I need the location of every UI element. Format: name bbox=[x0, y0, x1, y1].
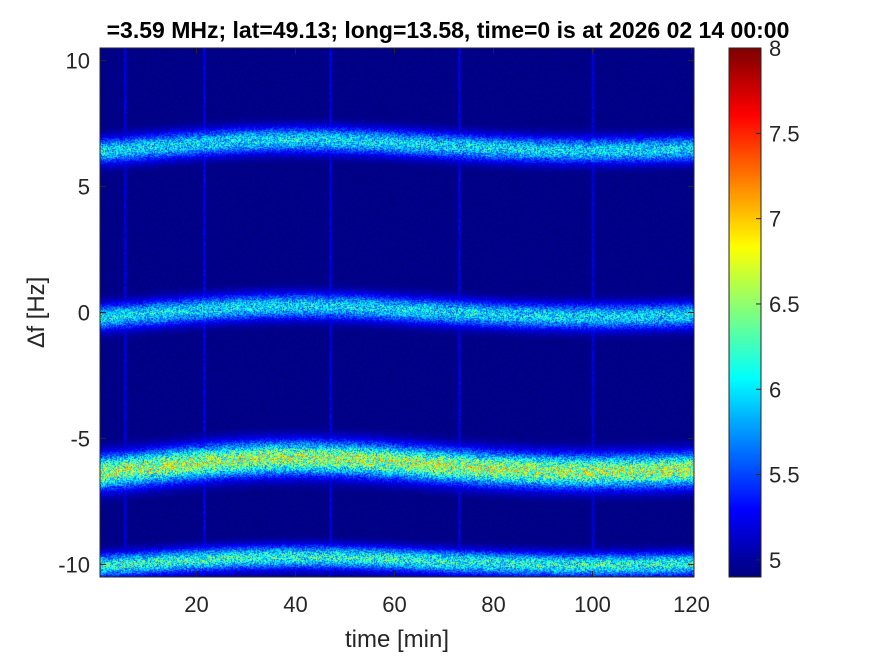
y-tick-label: 5 bbox=[78, 175, 90, 200]
colorbar-frame bbox=[728, 47, 762, 578]
y-tick-label: -5 bbox=[70, 426, 90, 451]
x-tick-label: 60 bbox=[382, 592, 406, 617]
colorbar-tick-label: 7.5 bbox=[769, 121, 800, 146]
x-tick-label: 100 bbox=[574, 592, 611, 617]
colorbar-tick-label: 7 bbox=[769, 207, 781, 232]
colorbar-ticks: 5 5.5 6 6.5 7 7.5 8 bbox=[756, 36, 800, 573]
y-axis-ticks: -10 -5 0 5 10 bbox=[58, 49, 694, 577]
colorbar-tick-label: 6.5 bbox=[769, 292, 800, 317]
x-axis-label: time [min] bbox=[345, 626, 449, 653]
y-tick-label: 0 bbox=[78, 301, 90, 326]
x-tick-label: 80 bbox=[481, 592, 505, 617]
y-tick-label: -10 bbox=[58, 552, 90, 577]
chart-title: =3.59 MHz; lat=49.13; long=13.58, time=0… bbox=[107, 17, 790, 43]
colorbar-gradient bbox=[729, 48, 761, 577]
x-tick-label: 120 bbox=[673, 592, 710, 617]
spectrogram-heatmap bbox=[100, 48, 694, 577]
plot-area bbox=[99, 47, 695, 578]
x-tick-label: 40 bbox=[283, 592, 307, 617]
colorbar-tick-label: 6 bbox=[769, 377, 781, 402]
x-axis-ticks: 20 40 60 80 100 120 bbox=[184, 48, 710, 617]
y-axis-label: ∆f [Hz] bbox=[23, 277, 50, 348]
y-tick-label: 10 bbox=[66, 49, 90, 74]
colorbar-tick-label: 5.5 bbox=[769, 463, 800, 488]
colorbar: 5 5.5 6 6.5 7 7.5 8 bbox=[728, 36, 800, 578]
x-tick-label: 20 bbox=[184, 592, 208, 617]
colorbar-tick-label: 5 bbox=[769, 548, 781, 573]
colorbar-tick-label: 8 bbox=[769, 36, 781, 61]
